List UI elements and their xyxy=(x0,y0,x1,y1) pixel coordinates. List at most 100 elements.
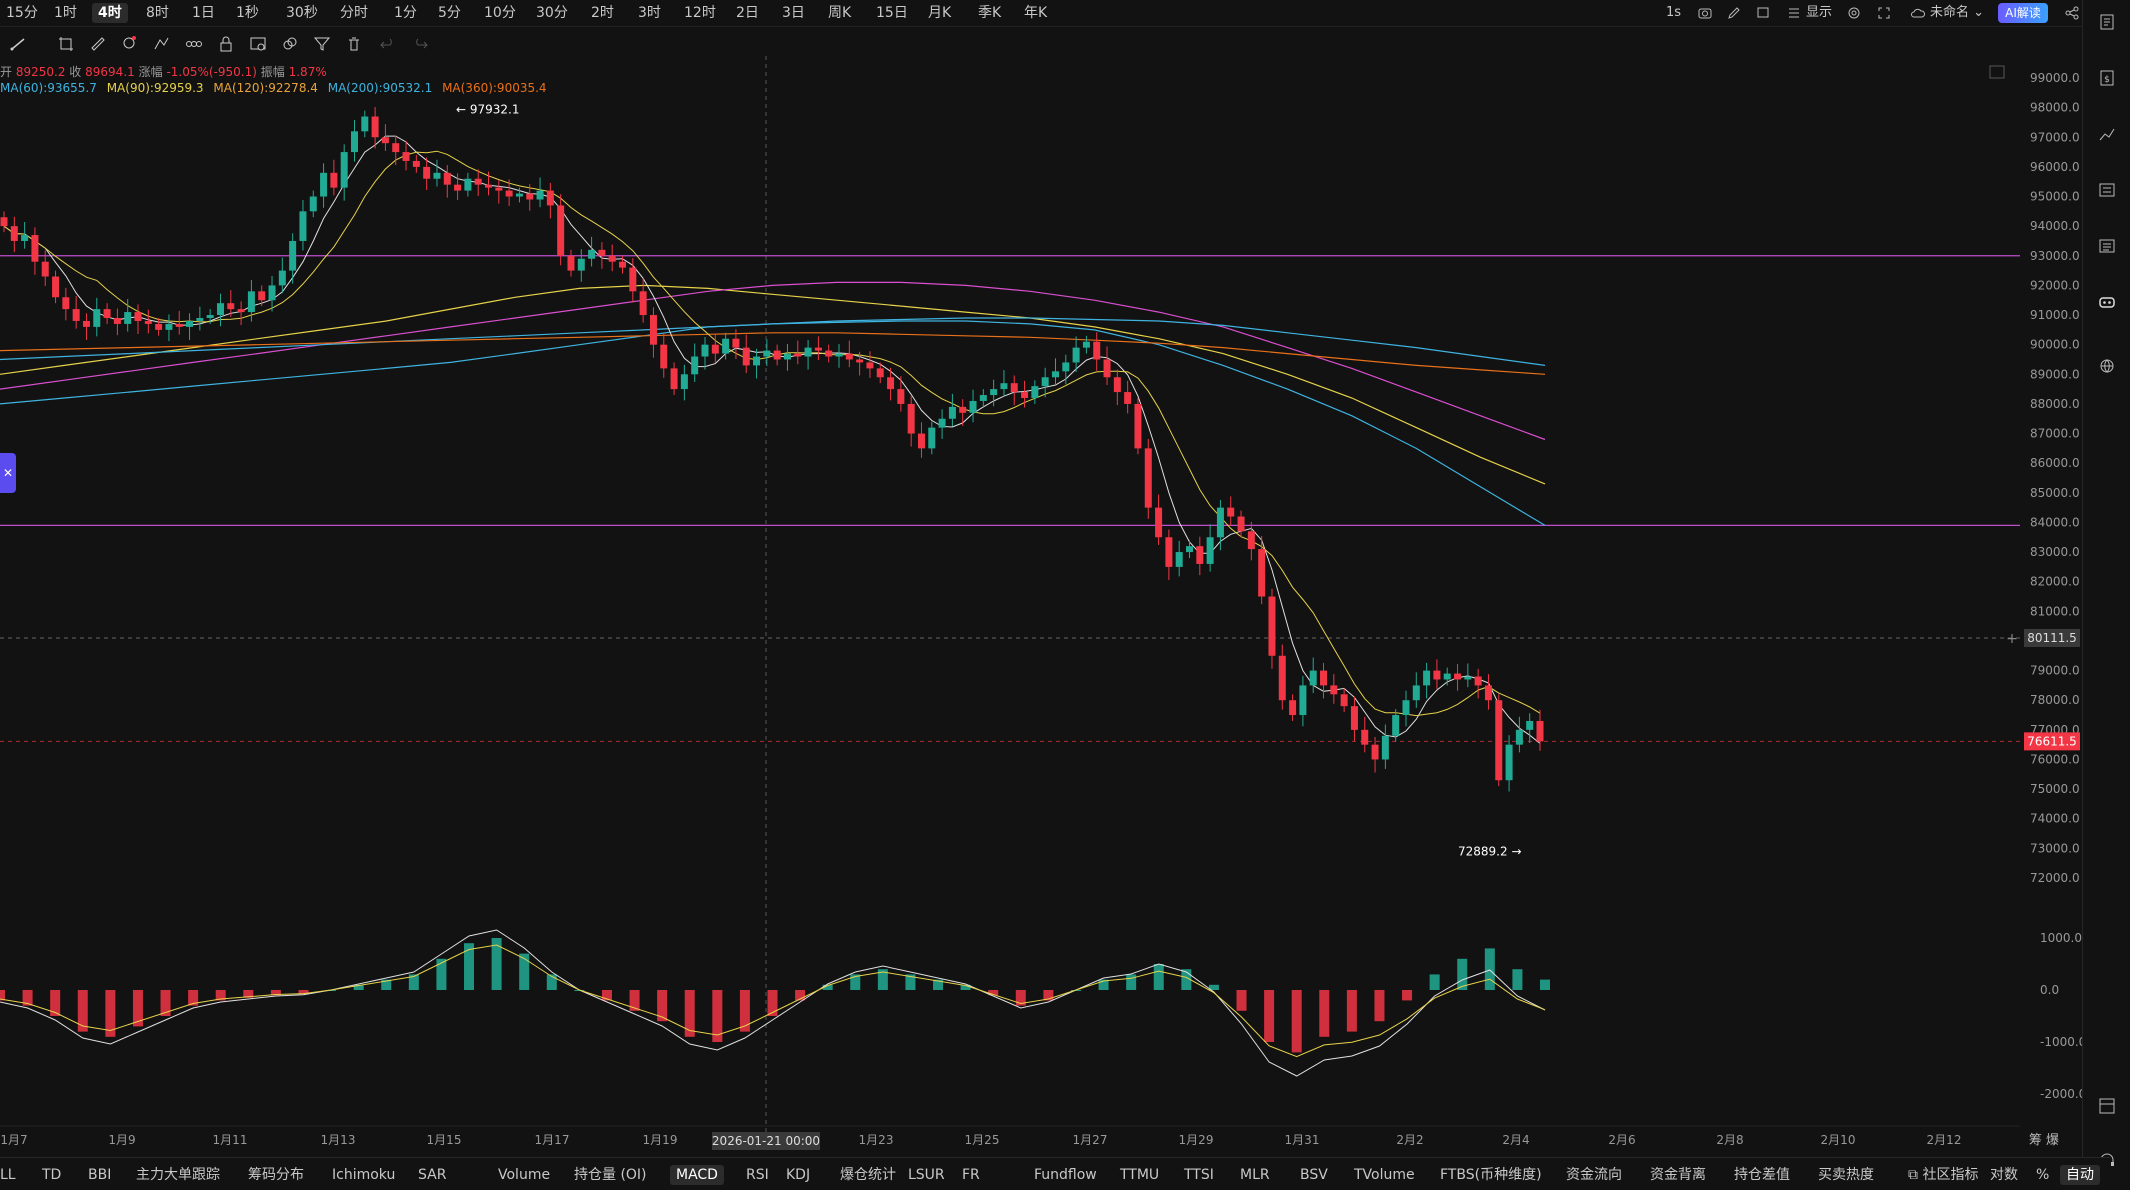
brush-icon[interactable] xyxy=(152,34,172,54)
timeframe-14[interactable]: 12时 xyxy=(684,5,716,21)
candle-body-125 xyxy=(1289,700,1297,716)
order-book-icon[interactable]: $ xyxy=(2097,68,2117,88)
indicator-14[interactable]: FR xyxy=(962,1167,980,1183)
indicator-16[interactable]: TTMU xyxy=(1120,1167,1160,1183)
candle-body-1 xyxy=(10,226,18,241)
timeframe-3[interactable]: 8时 xyxy=(146,5,169,21)
timeframe-2[interactable]: 4时 xyxy=(92,3,128,23)
timeframe-13[interactable]: 3时 xyxy=(638,5,661,21)
indicator-11[interactable]: KDJ xyxy=(786,1167,811,1183)
candle-body-75 xyxy=(773,350,781,360)
indicator-0[interactable]: LL xyxy=(0,1167,16,1183)
panel-icon[interactable] xyxy=(2097,1096,2117,1116)
news-icon[interactable] xyxy=(2097,236,2117,256)
bell-icon[interactable] xyxy=(1755,5,1771,25)
pattern-icon[interactable] xyxy=(184,34,204,54)
indicator-22[interactable]: 资金流向 xyxy=(1566,1167,1622,1183)
macd-bar-3 xyxy=(77,990,88,1032)
indicator-3[interactable]: 主力大单跟踪 xyxy=(136,1167,220,1183)
community-indicators-button[interactable]: ⧉ 社区指标 xyxy=(1908,1165,1978,1185)
indicator-9[interactable]: MACD xyxy=(670,1165,724,1185)
timeframe-8[interactable]: 1分 xyxy=(394,5,417,21)
indicator-23[interactable]: 资金背离 xyxy=(1650,1167,1706,1183)
settings-icon[interactable] xyxy=(1846,5,1862,25)
indicator-24[interactable]: 持仓差值 xyxy=(1734,1167,1790,1183)
price-tick-12: 87000.0 xyxy=(2030,427,2080,441)
indicator-13[interactable]: LSUR xyxy=(908,1167,945,1183)
ma-line-ma90 xyxy=(0,284,1546,485)
indicator-4[interactable]: 筹码分布 xyxy=(248,1167,304,1183)
indicator-15[interactable]: Fundflow xyxy=(1034,1167,1097,1183)
timeframe-15[interactable]: 2日 xyxy=(736,5,759,21)
timeframe-17[interactable]: 周K xyxy=(828,5,852,21)
magnet-icon[interactable] xyxy=(120,34,140,54)
interval-selector[interactable]: 1s xyxy=(1666,5,1682,20)
camera-icon[interactable] xyxy=(1697,5,1713,25)
lock-icon[interactable] xyxy=(216,34,236,54)
trend-line-icon[interactable] xyxy=(8,34,28,54)
indicator-20[interactable]: TVolume xyxy=(1354,1167,1415,1183)
timeframe-18[interactable]: 15日 xyxy=(876,5,908,21)
indicator-6[interactable]: SAR xyxy=(418,1167,447,1183)
timeframe-16[interactable]: 3日 xyxy=(782,5,805,21)
candle-body-77 xyxy=(794,353,802,357)
timeframe-6[interactable]: 30秒 xyxy=(286,5,318,21)
candle-body-141 xyxy=(1454,673,1462,680)
timeframe-20[interactable]: 季K xyxy=(978,5,1002,21)
layers-icon[interactable] xyxy=(280,34,300,54)
macd-bar-36 xyxy=(988,990,999,996)
timeframe-0[interactable]: 15分 xyxy=(6,5,38,21)
percent-scale-toggle[interactable]: % xyxy=(2036,1167,2050,1183)
indicator-12[interactable]: 爆仓统计 xyxy=(840,1167,896,1183)
timeframe-5[interactable]: 1秒 xyxy=(236,5,259,21)
share-icon[interactable] xyxy=(2064,5,2080,25)
price-chart[interactable]: 99000.0 98000.0 97000.0 96000.0 95000.0 94000… xyxy=(0,26,2082,1156)
indicator-18[interactable]: MLR xyxy=(1240,1167,1270,1183)
community-indicators-label: 社区指标 xyxy=(1922,1167,1979,1183)
timeframe-12[interactable]: 2时 xyxy=(591,5,614,21)
layout-name-dropdown[interactable]: 未命名 ⌄ xyxy=(1930,3,1984,23)
price-tick-4: 95000.0 xyxy=(2030,190,2080,204)
timeframe-21[interactable]: 年K xyxy=(1024,5,1048,21)
candle-body-16 xyxy=(165,323,173,330)
robot-icon[interactable] xyxy=(2097,292,2117,312)
indicator-10[interactable]: RSI xyxy=(746,1167,769,1183)
timeframe-19[interactable]: 月K xyxy=(928,5,952,21)
globe-icon[interactable] xyxy=(2097,356,2117,376)
indicator-8[interactable]: 持仓量 (OI) xyxy=(574,1167,647,1183)
timeframe-1[interactable]: 1时 xyxy=(54,5,77,21)
fullscreen-icon[interactable] xyxy=(1876,5,1892,25)
collapse-tab[interactable]: ✕ xyxy=(0,453,16,493)
indicator-17[interactable]: TTSI xyxy=(1184,1167,1214,1183)
timeframe-4[interactable]: 1日 xyxy=(192,5,215,21)
filter-icon[interactable] xyxy=(312,34,332,54)
auto-scale-toggle[interactable]: 自动 xyxy=(2060,1165,2100,1185)
undo-icon[interactable] xyxy=(378,34,398,54)
timeframe-10[interactable]: 10分 xyxy=(484,5,516,21)
timeframe-11[interactable]: 30分 xyxy=(536,5,568,21)
list-icon[interactable] xyxy=(2097,180,2117,200)
ruler-icon[interactable] xyxy=(88,34,108,54)
timeframe-7[interactable]: 分时 xyxy=(340,5,368,21)
indicator-5[interactable]: Ichimoku xyxy=(332,1167,396,1183)
candle-body-107 xyxy=(1103,359,1111,378)
indicator-1[interactable]: TD xyxy=(42,1167,62,1183)
indicator-2[interactable]: BBI xyxy=(88,1167,112,1183)
candle-body-59 xyxy=(608,255,616,262)
indicator-25[interactable]: 买卖热度 xyxy=(1818,1167,1874,1183)
document-icon[interactable] xyxy=(2097,12,2117,32)
redo-icon[interactable] xyxy=(410,34,430,54)
log-scale-toggle[interactable]: 对数 xyxy=(1990,1167,2018,1183)
indicator-19[interactable]: BSV xyxy=(1300,1167,1328,1183)
indicator-21[interactable]: FTBS(币种维度) xyxy=(1440,1167,1542,1183)
candle-body-71 xyxy=(732,338,740,348)
display-button[interactable]: 显示 xyxy=(1806,5,1833,20)
indicator-7[interactable]: Volume xyxy=(498,1167,551,1183)
crop-icon[interactable] xyxy=(56,34,76,54)
timeframe-9[interactable]: 5分 xyxy=(438,5,461,21)
ai-interpret-button[interactable]: AI解读 xyxy=(1998,3,2048,23)
trend-chart-icon[interactable] xyxy=(2097,124,2117,144)
eye-icon[interactable] xyxy=(248,34,268,54)
trash-icon[interactable] xyxy=(344,34,364,54)
pencil-icon[interactable] xyxy=(1726,5,1742,25)
